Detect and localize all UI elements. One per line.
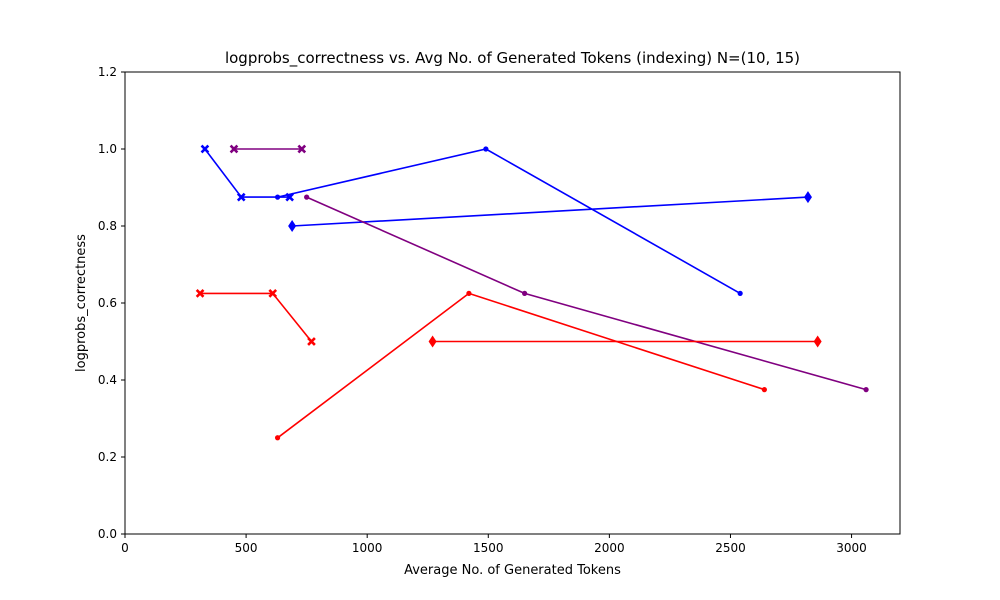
data-point xyxy=(274,194,281,200)
data-point xyxy=(297,144,307,154)
data-point xyxy=(200,144,210,154)
x-tick-label: 500 xyxy=(235,541,258,555)
data-point xyxy=(803,191,812,204)
data-point xyxy=(737,290,743,296)
y-axis: 0.0 0.2 0.4 0.6 0.8 1.0 1.2 xyxy=(98,65,125,541)
data-point xyxy=(229,144,239,154)
data-point xyxy=(307,337,316,346)
series-7 xyxy=(428,335,822,348)
data-point xyxy=(195,289,205,298)
data-point xyxy=(813,335,822,348)
data-point xyxy=(304,194,310,200)
data-point xyxy=(268,289,278,298)
series-5 xyxy=(195,289,316,346)
y-tick-label: 1.2 xyxy=(98,65,117,79)
data-point xyxy=(274,435,281,441)
series-line xyxy=(277,292,765,439)
data-point xyxy=(288,220,297,232)
series-6 xyxy=(274,290,767,441)
y-tick-label: 0.4 xyxy=(98,373,117,387)
data-point xyxy=(761,387,767,393)
series-3 xyxy=(229,144,307,154)
data-point xyxy=(483,146,489,152)
series-line xyxy=(306,196,867,391)
x-axis-label: Average No. of Generated Tokens xyxy=(404,563,621,578)
series-line xyxy=(292,196,809,227)
series-line xyxy=(277,148,741,295)
x-tick-label: 2500 xyxy=(715,541,746,555)
series-1 xyxy=(274,146,743,296)
y-axis-label: logprobs_correctness xyxy=(74,234,89,372)
data-point xyxy=(522,290,528,296)
x-tick-label: 1500 xyxy=(473,541,504,555)
y-tick-label: 0.2 xyxy=(98,450,117,464)
series-0 xyxy=(200,144,295,202)
data-point xyxy=(428,335,437,348)
x-tick-label: 2000 xyxy=(594,541,625,555)
data-point xyxy=(466,290,472,296)
y-tick-label: 1.0 xyxy=(98,142,117,156)
chart-title: logprobs_correctness vs. Avg No. of Gene… xyxy=(225,49,800,68)
y-tick-label: 0.0 xyxy=(98,527,117,541)
series-line xyxy=(200,292,313,343)
plot-frame xyxy=(124,71,901,535)
data-point xyxy=(236,192,246,202)
x-tick-label: 1000 xyxy=(352,541,383,555)
series-layer xyxy=(195,144,869,441)
x-tick-label: 3000 xyxy=(836,541,867,555)
x-axis: 0 500 1000 1500 2000 2500 3000 xyxy=(121,534,867,555)
x-tick-label: 0 xyxy=(121,541,129,555)
series-4 xyxy=(304,194,869,393)
series-2 xyxy=(288,191,812,232)
y-tick-label: 0.8 xyxy=(98,219,117,233)
series-line xyxy=(204,148,290,198)
data-point xyxy=(863,387,869,393)
y-tick-label: 0.6 xyxy=(98,296,117,310)
